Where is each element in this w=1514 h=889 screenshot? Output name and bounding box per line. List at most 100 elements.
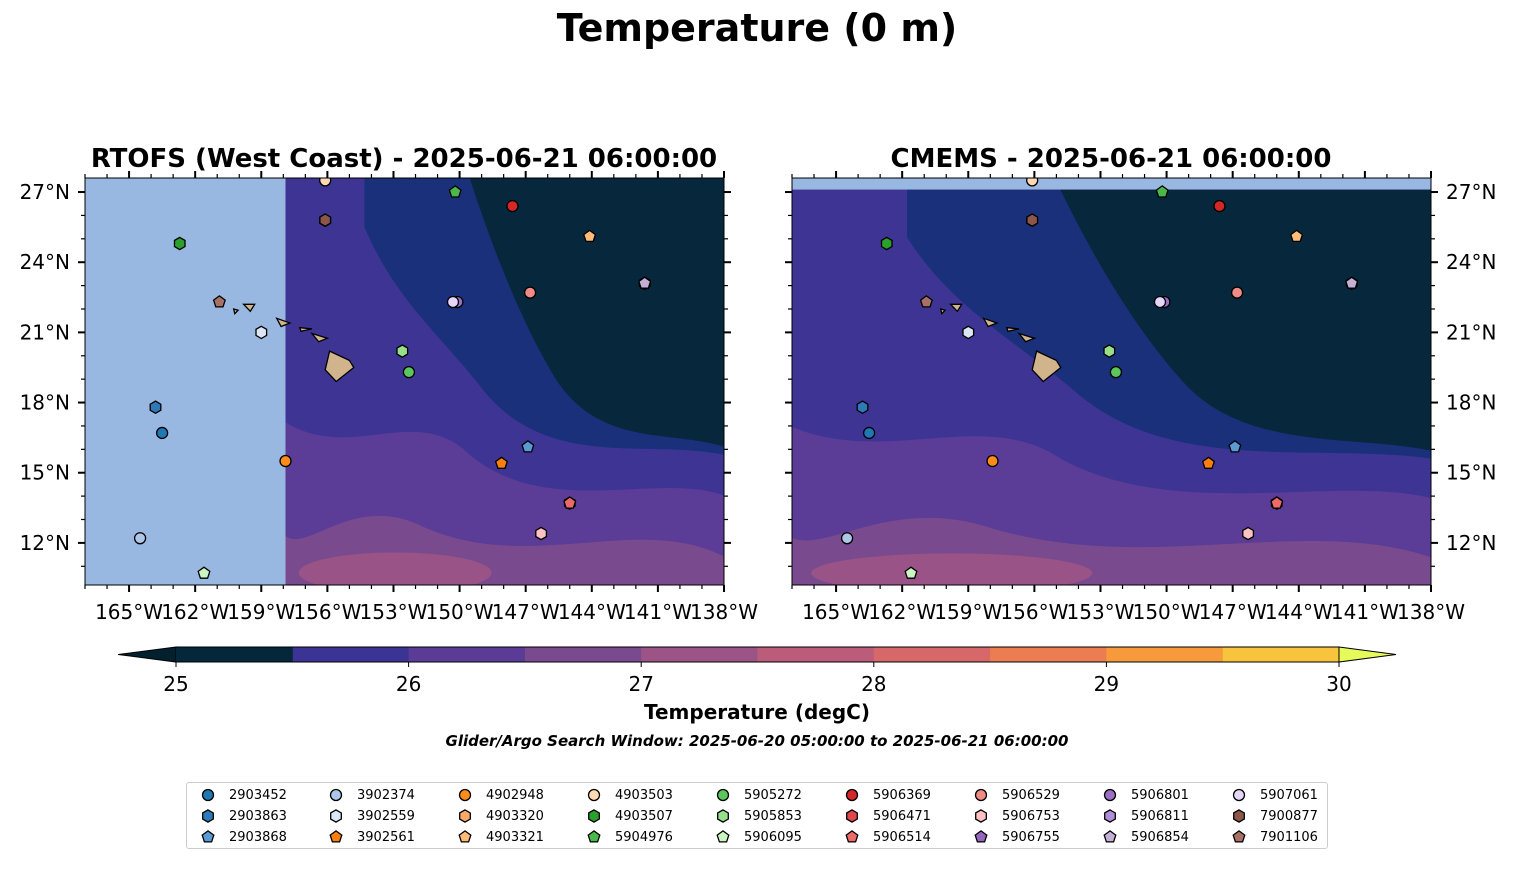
legend-marker-icon (1232, 788, 1246, 802)
legend-label: 5906854 (1131, 829, 1189, 845)
colorbar-under-arrow (117, 646, 177, 663)
x-tick-label: 153°W (360, 600, 428, 624)
temperature-field (85, 178, 724, 585)
legend-label: 5906753 (1002, 808, 1060, 824)
legend-label: 5905272 (744, 787, 802, 803)
legend-marker-icon (202, 809, 214, 823)
x-tick-label: 162°W (161, 600, 229, 624)
float-marker-5904976 (448, 185, 462, 198)
y-tick-label: 21°N (1446, 320, 1496, 344)
legend-marker-icon (329, 830, 343, 843)
colorbar-segment (1222, 647, 1340, 662)
legend-label: 4903320 (486, 808, 544, 824)
legend-item-5905272: 5905272 (712, 785, 802, 805)
x-tick-label: 159°W (227, 600, 295, 624)
colorbar-segment (292, 647, 410, 662)
float-marker-5905853 (1103, 344, 1116, 358)
float-marker-5906529 (523, 286, 537, 299)
float-marker-2903863 (856, 400, 869, 415)
legend-item-2903452: 2903452 (197, 785, 287, 805)
legend-marker-icon (587, 830, 601, 843)
colorbar-tick-label: 26 (396, 672, 421, 696)
legend-item-4902948: 4902948 (454, 785, 544, 805)
colorbar-label: Temperature (degC) (644, 700, 870, 724)
island (232, 308, 240, 316)
legend-label: 2903452 (229, 787, 287, 803)
legend-marker-icon (974, 830, 988, 843)
legend-label: 5906529 (1002, 787, 1060, 803)
float-marker-3902374 (840, 532, 854, 545)
legend-label: 3902561 (357, 829, 415, 845)
y-tick-label: 24°N (20, 250, 70, 274)
sst-contours (285, 178, 724, 585)
float-marker-7900877 (319, 213, 332, 227)
legend-item-3902561: 3902561 (325, 827, 415, 847)
float-marker-2903863 (149, 400, 162, 415)
legend-item-5904976: 5904976 (583, 827, 673, 847)
float-marker-5906753 (535, 526, 548, 541)
legend-marker-icon (717, 809, 729, 823)
float-marker-5906854 (1345, 276, 1359, 289)
legend-marker-icon (330, 809, 342, 823)
y-tick-label: 15°N (20, 461, 70, 485)
colorbar-tick-label: 29 (1094, 672, 1119, 696)
temperature-colorbar: 25 26 27 28 29 30 Temperature (degC) Glider/Arg… (117, 646, 1397, 750)
legend-item-7900877: 7900877 (1228, 806, 1318, 826)
island (298, 326, 313, 332)
legend-marker-icon (458, 788, 472, 802)
island (1017, 332, 1037, 343)
legend-label: 2903868 (229, 829, 287, 845)
legend-label: 5906801 (1131, 787, 1189, 803)
island (1005, 326, 1020, 332)
colorbar-tick-label: 28 (861, 672, 886, 696)
float-marker-7901106 (212, 295, 226, 308)
float-marker-5906529 (1230, 286, 1244, 299)
legend-label: 3902559 (357, 808, 415, 824)
float-marker-7900877 (1026, 213, 1039, 227)
float-marker-4903503 (319, 178, 332, 187)
sst-band (469, 178, 724, 447)
colorbar-segment (873, 647, 991, 662)
map-frame (84, 177, 725, 586)
colorbar-over-arrow (1338, 646, 1397, 663)
legend-item-5906801: 5906801 (1099, 785, 1189, 805)
y-tick-label: 15°N (1446, 461, 1496, 485)
x-tick-label: 138°W (690, 600, 758, 624)
legend-label: 4903507 (615, 808, 673, 824)
legend-marker-icon (329, 788, 343, 802)
float-marker-4903507 (880, 236, 893, 251)
legend-marker-icon (974, 788, 988, 802)
legend-label: 5907061 (1260, 787, 1318, 803)
float-marker-5906369 (506, 199, 519, 213)
legend-marker-icon (716, 788, 730, 802)
colorbar-tick-label: 25 (163, 672, 188, 696)
x-tick-label: 150°W (426, 600, 494, 624)
float-marker-2903868 (521, 440, 535, 453)
legend-item-4903320: 4903320 (454, 806, 544, 826)
x-tick-label: 141°W (624, 600, 692, 624)
float-marker-5906753 (1242, 526, 1255, 541)
island (982, 317, 999, 328)
x-tick-label: 159°W (934, 600, 1002, 624)
legend-item-5906095: 5906095 (712, 827, 802, 847)
legend-marker-icon (1232, 830, 1246, 843)
float-markers (133, 178, 652, 579)
panel-title: CMEMS - 2025-06-21 06:00:00 (891, 144, 1332, 174)
legend-marker-icon (588, 809, 600, 823)
float-marker-3902559 (962, 325, 975, 340)
figure-title: Temperature (0 m) (556, 6, 958, 50)
legend-marker-icon (1233, 809, 1245, 823)
legend-item-5906369: 5906369 (841, 785, 931, 805)
float-marker-4903321 (1290, 229, 1304, 243)
colorbar-segment (524, 647, 642, 662)
x-tick-label: 156°W (1000, 600, 1068, 624)
float-marker-2903452 (155, 426, 169, 440)
island (1031, 350, 1062, 383)
sst-band (1060, 189, 1431, 451)
y-tick-label: 27°N (1446, 180, 1496, 204)
legend-marker-icon (845, 830, 859, 843)
legend-label: 7900877 (1260, 808, 1318, 824)
y-tick-label: 12°N (20, 531, 70, 555)
colorbar-tick-label: 30 (1326, 672, 1351, 696)
